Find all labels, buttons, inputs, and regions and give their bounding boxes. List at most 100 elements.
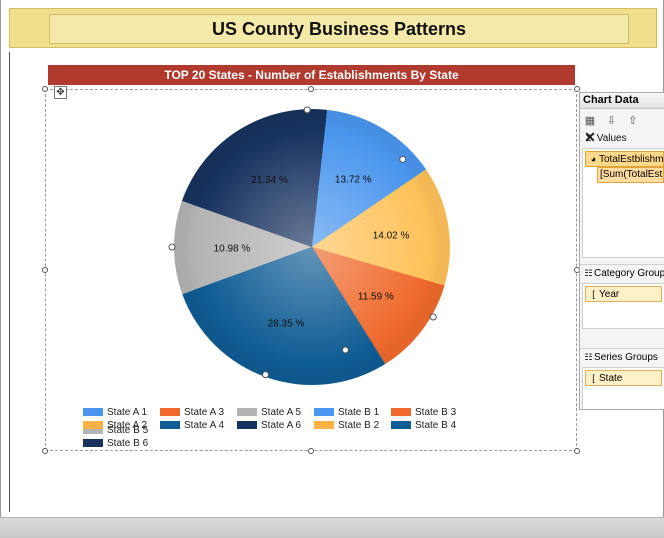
legend-swatch [314, 421, 334, 429]
plot-area-handle[interactable] [399, 155, 407, 163]
move-down-icon[interactable]: ⇩ [606, 115, 617, 127]
legend-entry[interactable]: State B 2 [314, 419, 391, 432]
series-groups-header: ☷Series Groups [580, 348, 664, 365]
legend-swatch [391, 408, 411, 416]
legend-entry[interactable]: State B 1 [314, 406, 391, 419]
legend-entry[interactable]: State A 4 [160, 419, 237, 432]
page-margin-rule [9, 52, 11, 512]
panel-toolbar: ▦ ⇩ ⇧ ✕ [580, 109, 664, 145]
report-design-surface: US County Business Patterns TOP 20 State… [0, 0, 664, 517]
legend-entry[interactable]: State B 3 [391, 406, 468, 419]
move-up-icon[interactable]: ⇧ [628, 115, 638, 127]
values-drop-zone[interactable]: ◕ TotalEstblishm [Sum(TotalEst [582, 148, 664, 258]
resize-handle-middle-left[interactable] [42, 267, 48, 273]
legend-label: State B 2 [338, 420, 380, 431]
series-item-label: State [599, 373, 623, 384]
pie-slice[interactable] [192, 247, 380, 374]
legend-swatch [160, 408, 180, 416]
legend-swatch [83, 439, 103, 447]
pie-slice-label: 10.98 % [214, 243, 251, 254]
pie-slice-label: 11.59 % [358, 291, 394, 302]
legend-row: State A 1 State A 3 State A 5 State B 1 Stat… [83, 406, 543, 436]
chart-title[interactable]: TOP 20 States - Number of Establishments… [48, 65, 575, 85]
legend-swatch [83, 426, 103, 434]
legend-swatch [391, 421, 411, 429]
resize-handle-bottom-right[interactable] [574, 448, 580, 454]
plot-area-handle[interactable] [168, 243, 176, 251]
values-label: Values [596, 133, 627, 144]
category-item-label: Year [599, 289, 620, 300]
resize-handle-top-middle[interactable] [308, 86, 314, 92]
category-groups-drop-zone[interactable]: [ Year [582, 283, 664, 329]
pie-slice[interactable] [312, 120, 417, 247]
legend-entry[interactable]: State A 3 [160, 406, 237, 419]
legend-entry[interactable]: State A 6 [237, 419, 314, 432]
pie-slice[interactable] [192, 119, 327, 247]
legend-label: State A 4 [184, 420, 225, 431]
series-groups-section: ☷Series Groups [ State [580, 348, 664, 409]
report-title[interactable]: US County Business Patterns [49, 14, 629, 44]
pie-slice-label: 13.72 % [335, 174, 372, 185]
pie-slice[interactable] [185, 204, 312, 291]
category-groups-icon: ☷ [584, 268, 593, 278]
legend-swatch [160, 421, 180, 429]
legend-label: State B 1 [338, 407, 380, 418]
legend-entry[interactable]: State A 1 [83, 406, 160, 419]
legend-entry[interactable]: State A 5 [237, 406, 314, 419]
legend-swatch [237, 421, 257, 429]
legend-label: State B 6 [107, 438, 149, 449]
series-groups-label: Series Groups [594, 352, 658, 363]
legend-swatch [83, 408, 103, 416]
chart-series-icon: ◕ [590, 154, 597, 164]
legend-label: State B 4 [415, 420, 457, 431]
legend-entry[interactable]: State A 2 [83, 419, 160, 432]
value-expression[interactable]: [Sum(TotalEst [597, 167, 664, 183]
legend-entry[interactable]: State B 6 [83, 437, 160, 450]
chart-legend[interactable]: State A 1 State A 3 State A 5 State B 1 Stat… [83, 406, 543, 449]
category-groups-section: ☷Category Groups [ Year [580, 264, 664, 342]
pie-slice[interactable] [312, 175, 439, 283]
chart-data-panel: Chart Data ▦ ⇩ ⇧ ✕ Σ Values ◕ TotalEstbli… [579, 92, 664, 410]
series-groups-drop-zone[interactable]: [ State [582, 367, 664, 409]
delete-icon[interactable]: ✕ [584, 129, 596, 145]
value-field-label: TotalEstblishm [599, 154, 664, 165]
legend-swatch [83, 421, 103, 429]
pie-chart[interactable]: 10.98 % 21.34 % 13.72 % 14.02 % 11.59 % 28.35… [1, 0, 664, 517]
legend-label: State B 3 [415, 407, 457, 418]
value-field-item[interactable]: ◕ TotalEstblishm [585, 151, 664, 167]
plot-area-handle[interactable] [262, 371, 270, 379]
category-group-item[interactable]: [ Year [585, 286, 662, 302]
series-group-item[interactable]: [ State [585, 370, 662, 386]
category-groups-header: ☷Category Groups [580, 264, 664, 281]
resize-handle-bottom-middle[interactable] [308, 448, 314, 454]
plot-area-handle[interactable] [303, 106, 311, 114]
resize-handle-bottom-left[interactable] [42, 448, 48, 454]
move-cross-icon[interactable]: ✥ [54, 86, 67, 99]
values-section-label: Σ Values [580, 131, 664, 146]
bracket-icon: [ [592, 373, 595, 383]
legend-label: State A 5 [261, 407, 302, 418]
pie-slice[interactable] [312, 247, 434, 355]
legend-label: State A 3 [184, 407, 225, 418]
legend-row: State A 2 State A 4 State A 6 State B 2 Stat… [83, 419, 543, 449]
resize-handle-top-left[interactable] [42, 86, 48, 92]
bracket-icon: [ [592, 289, 595, 299]
panel-title: Chart Data [580, 93, 664, 109]
properties-icon[interactable]: ▦ [584, 115, 596, 127]
sigma-icon: Σ [585, 133, 592, 143]
pie-slice-label: 14.02 % [373, 230, 410, 241]
plot-area-handle[interactable] [429, 313, 437, 321]
pie-slice-label: 21.34 % [251, 175, 288, 186]
resize-handle-top-right[interactable] [574, 86, 580, 92]
legend-entry[interactable]: State B 4 [391, 419, 468, 432]
legend-swatch [314, 408, 334, 416]
legend-label: State A 2 [107, 420, 148, 431]
pie-slice-label: 28.35 % [268, 319, 305, 330]
legend-label: State B 5 [107, 425, 149, 436]
legend-label: State A 6 [261, 420, 302, 431]
legend-entry[interactable]: State B 5 [83, 424, 160, 437]
status-strip [0, 517, 664, 538]
series-groups-icon: ☷ [584, 352, 593, 362]
plot-area-handle[interactable] [341, 346, 349, 354]
legend-swatch [237, 408, 257, 416]
